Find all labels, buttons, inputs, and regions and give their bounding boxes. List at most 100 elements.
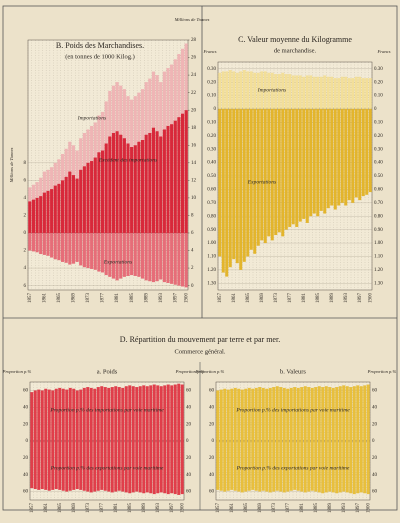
bar	[256, 108, 260, 246]
bar	[152, 384, 156, 441]
bar	[316, 108, 320, 217]
bar	[356, 385, 360, 441]
bar	[119, 232, 123, 279]
bar	[64, 232, 68, 263]
y-tick-label: 0.10	[207, 94, 216, 99]
bar	[289, 387, 293, 441]
x-tick-label: 1869	[72, 503, 77, 514]
chart-subtitle: de marchandise.	[274, 47, 317, 54]
bar	[75, 441, 79, 490]
bar	[223, 441, 227, 492]
bar	[71, 232, 76, 264]
bar	[347, 108, 351, 201]
bar	[51, 441, 55, 490]
bar	[310, 441, 314, 491]
bar	[226, 441, 230, 491]
y-tick-label: 1.10	[207, 255, 216, 260]
bar	[122, 232, 126, 277]
y-tick-label: 40	[186, 473, 192, 478]
y2-tick-label: 16	[191, 143, 197, 148]
bar	[300, 387, 304, 441]
bar	[166, 441, 170, 495]
bar	[228, 108, 232, 268]
y-tick-label: 40	[23, 405, 29, 410]
bar	[244, 388, 248, 441]
x-tick-label: 1857	[216, 503, 221, 514]
y-tick-label: 0	[214, 107, 217, 112]
y-tick-label: 20	[186, 456, 192, 461]
bar	[305, 108, 309, 223]
x-tick-label: 1857	[218, 293, 223, 304]
bar	[317, 441, 321, 493]
bar	[363, 441, 367, 494]
bar	[218, 72, 222, 109]
bar	[365, 108, 369, 195]
bar	[347, 78, 351, 109]
y-tick-label: 0	[186, 439, 189, 444]
bar	[232, 108, 236, 260]
bar	[142, 441, 146, 494]
bar	[232, 71, 236, 109]
bar	[184, 232, 188, 288]
x-tick-label: 1897	[170, 503, 175, 514]
bar	[51, 390, 55, 441]
bar	[110, 441, 114, 493]
bar	[30, 392, 34, 441]
y-tick-label: 0.60	[374, 188, 383, 193]
bar	[365, 78, 369, 109]
y-tick-label: 0.90	[207, 228, 216, 233]
bar	[302, 108, 306, 219]
bar	[90, 161, 94, 233]
bar	[352, 441, 356, 495]
x-tick-label: 1900	[366, 503, 371, 514]
bar	[239, 71, 243, 109]
bar	[137, 232, 141, 277]
bar	[180, 384, 184, 441]
bar	[104, 232, 108, 276]
bar	[240, 441, 244, 493]
panel-title: b. Valeurs	[280, 368, 306, 375]
bar	[71, 175, 76, 233]
y-tick-label: 8	[24, 161, 27, 166]
y-tick-label: 40	[23, 473, 29, 478]
bar	[270, 72, 274, 109]
bar	[349, 441, 353, 494]
bar	[107, 441, 111, 492]
y-tick-label: 40	[372, 405, 378, 410]
y-tick-label: 2	[24, 214, 27, 219]
bar	[342, 441, 346, 492]
y-tick-label: 20	[23, 422, 29, 427]
bar	[96, 387, 100, 441]
y-tick-label: 60	[372, 490, 378, 495]
bar	[128, 385, 132, 441]
bar	[312, 76, 316, 109]
bar	[281, 108, 285, 237]
bar	[47, 389, 51, 441]
bar	[337, 108, 341, 206]
bar	[79, 441, 83, 490]
y-tick-label: 0	[26, 439, 29, 444]
bar	[277, 108, 281, 233]
y-tick-label: 60	[372, 389, 378, 394]
bar	[133, 145, 137, 233]
bar	[293, 441, 297, 490]
bar	[237, 388, 241, 441]
bar	[35, 197, 39, 233]
bar	[345, 441, 349, 493]
bar	[274, 108, 278, 236]
bar	[65, 441, 69, 492]
x-tick-label: 1877	[101, 293, 106, 304]
bar	[219, 441, 223, 491]
bar	[268, 441, 272, 493]
series-label: Proportion p.% des exportations par voie…	[236, 465, 350, 471]
bar	[28, 232, 32, 251]
x-tick-label: 1889	[328, 503, 333, 514]
bar	[177, 383, 181, 441]
bar	[111, 132, 116, 233]
axis-label: Proportion p.%	[195, 369, 225, 374]
bar	[40, 390, 44, 441]
bar	[298, 75, 302, 109]
bar	[155, 131, 159, 233]
bar	[289, 441, 293, 491]
